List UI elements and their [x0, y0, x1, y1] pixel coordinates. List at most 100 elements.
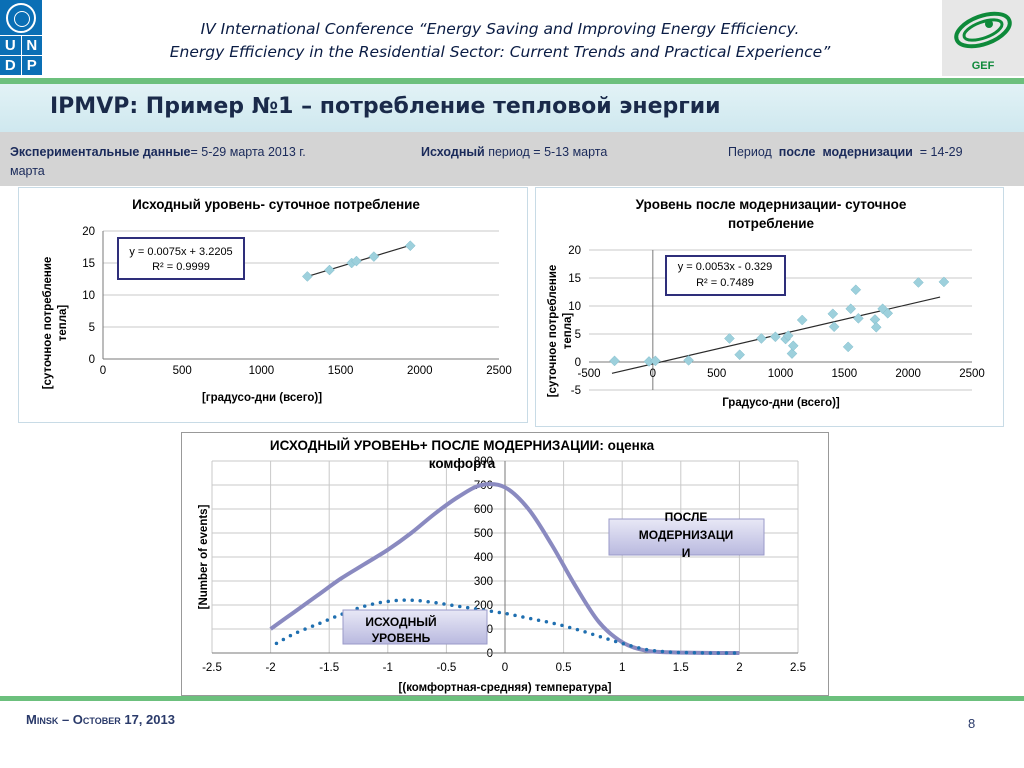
- x-tick-label: 500: [707, 368, 726, 380]
- post-wrap: марта: [10, 164, 45, 178]
- base-callout-line2: УРОВЕНЬ: [372, 631, 431, 645]
- y-axis-label-line1: [суточное потребление: [547, 265, 559, 398]
- y-axis-label-line2: тепла]: [562, 313, 574, 350]
- data-point: [609, 355, 620, 367]
- data-point: [404, 240, 416, 252]
- un-emblem-icon: [6, 3, 36, 33]
- post-modernization-chart: Уровень после модернизации- суточное пот…: [547, 197, 985, 409]
- x-tick-label: 1.5: [673, 662, 689, 674]
- equation-box: [117, 237, 245, 280]
- y-tick-label: 300: [474, 576, 493, 588]
- x-tick-label: 2000: [895, 368, 921, 380]
- title-bar: IPMVP: Пример №1 – потребление тепловой …: [0, 84, 1024, 132]
- data-point: [913, 277, 924, 288]
- comfort-chart: 0100200300400500600700800-2.5-2-1.5-1-0.…: [198, 438, 806, 694]
- gef-label: GEF: [971, 60, 995, 72]
- x-tick-label: 0.5: [556, 662, 572, 674]
- post-period: Период после модернизации = 14-29: [728, 144, 963, 160]
- header: U N D P IV International Conference “Ene…: [0, 0, 1024, 78]
- comfort-chart-panel: 0100200300400500600700800-2.5-2-1.5-1-0.…: [181, 432, 829, 696]
- x-tick-label: 0: [100, 365, 106, 377]
- undp-letter: P: [20, 55, 43, 76]
- y-tick-label: 0: [575, 357, 581, 369]
- data-point: [301, 271, 313, 282]
- data-point: [828, 321, 840, 333]
- x-tick-label: 500: [173, 365, 192, 377]
- y-tick-label: 200: [474, 600, 493, 612]
- data-point: [850, 284, 862, 296]
- y-tick-label: 10: [568, 301, 581, 313]
- base-bold: Исходный: [421, 145, 485, 159]
- post-rest: = 14-29: [919, 145, 963, 159]
- r-squared: R² = 0.9999: [152, 261, 210, 273]
- data-point: [787, 340, 799, 352]
- y-axis-label: [Number of events]: [198, 504, 210, 609]
- x-tick-label: 1000: [768, 368, 794, 380]
- footer-location-date: Minsk – October 17, 2013: [26, 712, 175, 727]
- x-tick-label: 2500: [959, 368, 985, 380]
- y-tick-label: 10: [82, 290, 95, 302]
- gef-globe-icon: [954, 11, 1012, 49]
- conference-line-1: IV International Conference “Energy Savi…: [200, 20, 800, 38]
- y-tick-label: 15: [568, 273, 581, 285]
- x-tick-label: 2.5: [790, 662, 806, 674]
- x-axis-label: [(комфортная-средняя) температура]: [399, 682, 612, 694]
- y-tick-label: 20: [82, 226, 95, 238]
- data-point: [845, 303, 857, 315]
- chart-title-line2: потребление: [728, 216, 815, 231]
- data-point: [782, 330, 794, 342]
- data-point: [770, 331, 781, 343]
- x-tick-label: -500: [577, 368, 600, 380]
- undp-letters: U N D P: [0, 35, 43, 76]
- page-title: IPMVP: Пример №1 – потребление тепловой …: [50, 94, 721, 119]
- equation-box: [665, 255, 786, 296]
- chart-title-line2: комфорта: [429, 456, 496, 471]
- data-point: [683, 354, 694, 366]
- post-callout-line2: МОДЕРНИЗАЦИ: [639, 528, 734, 542]
- y-axis-label-line2: тепла]: [57, 305, 69, 342]
- baseline-chart: Исходный уровень- суточное потребление 0…: [42, 197, 512, 404]
- base-callout-line1: ИСХОДНЫЙ: [365, 614, 436, 629]
- equation: y = 0.0053x - 0.329: [678, 261, 772, 273]
- post-callout: [608, 518, 765, 556]
- y-tick-label: 15: [82, 258, 95, 270]
- x-tick-label: 1000: [249, 365, 275, 377]
- x-tick-label: 2500: [486, 365, 512, 377]
- data-point: [796, 314, 808, 326]
- base-callout: [342, 609, 488, 645]
- data-point: [734, 349, 746, 361]
- page-number: 8: [968, 716, 976, 731]
- data-point: [869, 314, 881, 325]
- x-tick-label: -0.5: [436, 662, 456, 674]
- x-tick-label: -2.5: [202, 662, 222, 674]
- r-squared: R² = 0.7489: [696, 277, 754, 289]
- y-tick-label: 500: [474, 528, 493, 540]
- x-tick-label: 2: [736, 662, 742, 674]
- x-tick-label: 0: [502, 662, 508, 674]
- exp-rest: = 5-29 марта 2013 г.: [190, 145, 306, 159]
- gef-logo: GEF: [942, 0, 1024, 76]
- data-point: [786, 348, 798, 359]
- x-tick-label: 2000: [407, 365, 433, 377]
- y-tick-label: 0: [89, 354, 95, 366]
- equation: y = 0.0075x + 3.2205: [129, 246, 232, 258]
- data-point: [870, 321, 882, 333]
- data-point: [938, 276, 950, 288]
- experimental-data: Экспериментальные данные= 5-29 марта 201…: [10, 144, 306, 160]
- post-callout-line1: ПОСЛЕ: [665, 510, 708, 524]
- y-tick-label: 5: [89, 322, 95, 334]
- y-tick-label: 600: [474, 504, 493, 516]
- data-point: [650, 355, 661, 367]
- y-tick-label: 20: [568, 245, 581, 257]
- data-point: [882, 307, 894, 319]
- data-point: [324, 264, 335, 276]
- base-rest: период = 5-13 марта: [484, 145, 608, 159]
- baseline-chart-panel: Исходный уровень- суточное потребление 0…: [18, 187, 528, 423]
- y-tick-label: 5: [575, 329, 581, 341]
- info-bar: Экспериментальные данные= 5-29 марта 201…: [0, 132, 1024, 186]
- conference-line-2: Energy Efficiency in the Residential Sec…: [169, 43, 831, 61]
- undp-letter: D: [0, 55, 22, 76]
- data-point: [351, 255, 362, 267]
- x-axis-label: [градусо-дни (всего)]: [202, 392, 322, 404]
- x-tick-label: -1: [383, 662, 393, 674]
